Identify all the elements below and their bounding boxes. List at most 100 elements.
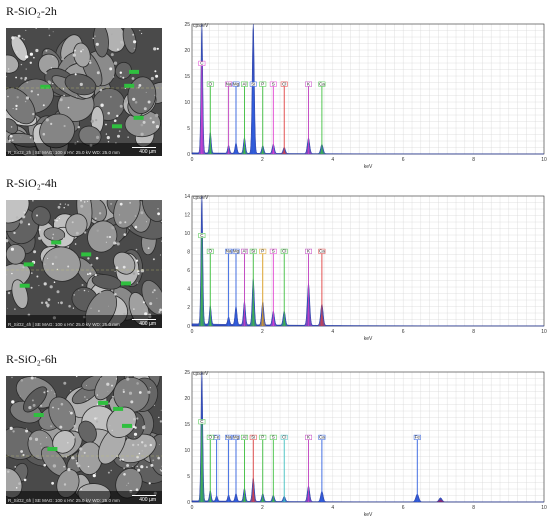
element-tag-label: Mg: [233, 435, 240, 440]
element-tag-label: Cl: [282, 249, 286, 254]
x-tick-label: 0: [191, 505, 194, 511]
y-tick-label: 0: [187, 324, 190, 330]
y-axis-label: cps/eV: [193, 23, 209, 29]
element-tag-label: P: [261, 81, 264, 86]
x-axis-label: keV: [364, 336, 373, 342]
element-tag-box: [318, 81, 326, 87]
element-tag-box: [206, 248, 214, 254]
y-tick-label: 10: [184, 231, 190, 237]
element-tag-label: K: [307, 249, 310, 254]
element-tag-box: [318, 248, 326, 254]
y-tick-label: 6: [187, 268, 190, 274]
scale-bar: [132, 495, 156, 496]
element-tag-box: [198, 419, 206, 425]
element-tag-box: [259, 81, 267, 87]
spectrum-area: [191, 195, 545, 327]
element-tag-box: [305, 81, 312, 87]
scale-bar-label: 400 µm: [139, 497, 156, 503]
element-tag-label: Fe: [214, 435, 220, 440]
x-tick-label: 6: [402, 505, 405, 511]
element-tag-label: Si: [251, 435, 255, 440]
y-tick-label: 15: [184, 422, 190, 428]
y-tick-label: 4: [187, 287, 190, 293]
element-tag-box: [206, 434, 214, 440]
x-tick-label: 2: [261, 329, 264, 335]
sem-micrograph: R_SiO2_2h | SE MAG: 100 x HV: 25.0 kV WD…: [6, 28, 162, 156]
element-tag-box: [240, 434, 248, 440]
element-tag-label: Si: [251, 81, 255, 86]
spectrum-plot: C O Na Mg Al Si P S Cl K Ca 0 2 4 6 8 10 0 5 10 15 20 25 cps/eV…: [184, 22, 547, 170]
y-tick-label: 12: [184, 212, 190, 218]
element-tag-label: P: [261, 249, 264, 254]
element-tag-box: [198, 60, 206, 66]
spectrum-area: [191, 371, 545, 503]
element-tag-label: C: [200, 61, 204, 66]
y-tick-label: 8: [187, 250, 190, 256]
element-tag-label: Fe: [415, 435, 421, 440]
element-tag-box: [225, 248, 233, 254]
sem-acquisition-info: R_SiO2_4h | SE MAG: 100 x HV: 25.0 kV WD…: [8, 322, 120, 327]
element-tag-label: S: [272, 249, 275, 254]
eds-spectrum: C O Na Mg Al Si P S Cl K Ca 0 2 4 6 8 10 0 2 4 6 8 10 12 14 cps/e…: [178, 192, 548, 342]
element-tag-box: [232, 248, 240, 254]
sem-info-bar: R_SiO2_4h | SE MAG: 100 x HV: 25.0 kV WD…: [6, 315, 162, 328]
x-axis-label: keV: [364, 164, 373, 170]
element-tag-label: Na: [226, 249, 232, 254]
element-tag-label: Na: [226, 81, 232, 86]
y-tick-label: 25: [184, 22, 190, 28]
scale-bar: [132, 319, 156, 320]
element-tag-label: Ca: [319, 81, 325, 86]
x-tick-label: 6: [402, 157, 405, 163]
figure-panel: R-SiO₂-2h R_SiO2_2h | SE MAG: 100 x HV: 2…: [0, 4, 550, 176]
element-tag-box: [280, 248, 288, 254]
y-tick-label: 20: [184, 48, 190, 54]
x-tick-label: 10: [541, 157, 547, 163]
panel-title: R-SiO₂-6h: [6, 352, 57, 366]
x-tick-label: 6: [402, 329, 405, 335]
element-tag-label: Cl: [282, 81, 286, 86]
sem-acquisition-info: R_SiO2_2h | SE MAG: 100 x HV: 25.0 kV WD…: [8, 150, 120, 155]
element-tag-label: K: [307, 435, 310, 440]
eds-spectrum: C Fe O Na Mg Al Si P S Cl K Ca Fe 0 2 4 6 8 10 0 5 10 15 20 25 cp…: [178, 368, 548, 518]
element-tag-box: [280, 81, 288, 87]
y-axis-label: cps/eV: [193, 371, 209, 377]
sem-info-bar: R_SiO2_6h | SE MAG: 100 x HV: 25.0 kV WD…: [6, 491, 162, 504]
sem-micrograph: R_SiO2_6h | SE MAG: 100 x HV: 25.0 kV WD…: [6, 376, 162, 504]
x-tick-label: 8: [472, 157, 475, 163]
x-tick-label: 0: [191, 329, 194, 335]
element-tag-label: Al: [242, 81, 246, 86]
element-tag-label: Al: [242, 249, 246, 254]
element-tag-box: [269, 81, 277, 87]
x-axis-label: keV: [364, 512, 373, 518]
element-tag-label: Na: [226, 435, 232, 440]
scale-bar: [132, 147, 156, 148]
peak-overlay: [433, 499, 448, 502]
element-tag-label: Ca: [319, 435, 325, 440]
x-tick-label: 10: [541, 505, 547, 511]
element-tag-label: K: [307, 81, 310, 86]
element-tag-label: O: [209, 249, 213, 254]
figure-panel: R-SiO₂-4h R_SiO2_4h | SE MAG: 100 x HV: 2…: [0, 176, 550, 348]
element-tag-box: [206, 81, 214, 87]
x-tick-label: 8: [472, 329, 475, 335]
element-tag-label: O: [209, 435, 213, 440]
element-tag-box: [240, 81, 248, 87]
element-tag-box: [269, 248, 277, 254]
y-tick-label: 0: [187, 152, 190, 158]
element-tag-label: C: [200, 233, 204, 238]
x-tick-label: 2: [261, 505, 264, 511]
element-tag-label: S: [272, 81, 275, 86]
x-tick-label: 10: [541, 329, 547, 335]
element-tag-box: [249, 248, 257, 254]
element-tag-box: [305, 434, 312, 440]
y-tick-label: 20: [184, 396, 190, 402]
panel-title: R-SiO₂-4h: [6, 176, 57, 190]
element-tag-box: [413, 434, 421, 440]
y-tick-label: 25: [184, 370, 190, 376]
scale-bar-label: 400 µm: [139, 149, 156, 155]
element-tag-box: [240, 248, 248, 254]
element-tag-box: [259, 248, 267, 254]
x-tick-label: 8: [472, 505, 475, 511]
sem-acquisition-info: R_SiO2_6h | SE MAG: 100 x HV: 25.0 kV WD…: [8, 498, 120, 503]
